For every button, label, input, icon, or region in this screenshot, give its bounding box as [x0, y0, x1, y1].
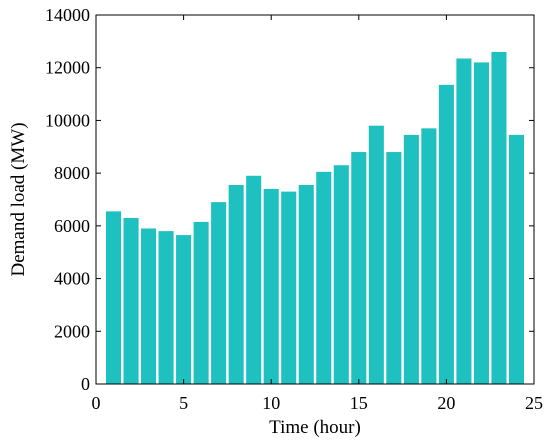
bar-hour-13 — [316, 171, 332, 384]
bar-hour-14 — [333, 165, 349, 384]
x-tick-label: 0 — [92, 393, 101, 413]
bars — [105, 51, 525, 385]
bar-hour-18 — [403, 134, 419, 384]
bar-hour-24 — [508, 134, 525, 384]
bar-hour-12 — [298, 185, 314, 384]
y-tick-label: 14000 — [45, 5, 90, 25]
bar-hour-6 — [193, 221, 209, 384]
y-tick-label: 2000 — [54, 321, 90, 341]
bar-hour-8 — [228, 185, 244, 384]
y-tick-label: 6000 — [54, 216, 90, 236]
x-axis-label: Time (hour) — [269, 417, 361, 438]
bar-hour-9 — [246, 175, 262, 384]
bar-hour-7 — [211, 202, 227, 384]
bar-hour-2 — [123, 217, 139, 384]
bar-hour-4 — [158, 231, 174, 384]
x-tick-label: 20 — [437, 393, 455, 413]
y-tick-label: 0 — [81, 374, 90, 394]
x-ticks: 0 5 10 15 20 25 — [92, 15, 543, 413]
x-tick-label: 15 — [350, 393, 368, 413]
x-tick-label: 5 — [179, 393, 188, 413]
y-tick-label: 12000 — [45, 58, 90, 78]
x-tick-label: 25 — [525, 393, 543, 413]
bar-hour-22 — [473, 62, 489, 384]
bar-hour-17 — [386, 152, 402, 384]
y-ticks: 0 2000 4000 6000 8000 10000 12000 14000 — [45, 5, 534, 394]
bar-hour-1 — [105, 211, 122, 384]
y-axis-label: Demand load (MW) — [8, 122, 29, 276]
bar-hour-15 — [351, 152, 367, 384]
plot-frame — [95, 14, 535, 385]
bar-hour-10 — [263, 188, 279, 384]
y-tick-label: 4000 — [54, 269, 90, 289]
x-tick-label: 10 — [262, 393, 280, 413]
bar-hour-20 — [438, 84, 454, 384]
bar-hour-21 — [456, 58, 472, 384]
bar-hour-23 — [491, 51, 507, 385]
bar-hour-3 — [141, 228, 157, 384]
bar-hour-5 — [176, 235, 192, 384]
y-tick-label: 10000 — [45, 110, 90, 130]
y-tick-label: 8000 — [54, 163, 90, 183]
bar-hour-16 — [368, 125, 384, 384]
bar-hour-11 — [281, 191, 297, 384]
bar-hour-19 — [421, 128, 437, 384]
